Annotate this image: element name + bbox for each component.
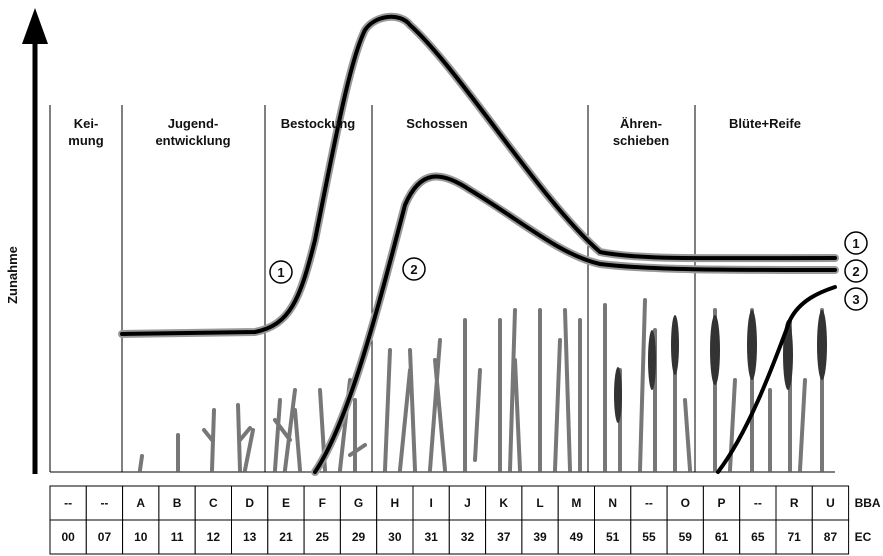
row-label: EC — [855, 530, 872, 544]
table-cell-text: L — [536, 496, 543, 510]
table-cell-text: N — [608, 496, 617, 510]
table-cell-text: 29 — [352, 530, 366, 544]
table-cell-text: 59 — [679, 530, 693, 544]
stage-label: Blüte+Reife — [729, 116, 801, 131]
diagram: Zunahme Kei-mung Jugend-entwicklung Bestoc… — [0, 0, 883, 556]
curve-marker: 2 — [410, 262, 417, 277]
table-cell-text: 00 — [61, 530, 75, 544]
table-cell-text: U — [826, 496, 835, 510]
table-cell-text: -- — [64, 496, 72, 510]
table-cell-text: 65 — [751, 530, 765, 544]
table-cell-text: 51 — [606, 530, 620, 544]
table-cell-text: 07 — [98, 530, 112, 544]
table-cell-text: B — [173, 496, 182, 510]
row-label: BBA — [855, 496, 881, 510]
y-axis-label: Zunahme — [5, 246, 20, 304]
table-cell-text: O — [681, 496, 690, 510]
table-cell-text: P — [718, 496, 726, 510]
table-cell-text: J — [464, 496, 471, 510]
table-cell-text: 39 — [533, 530, 547, 544]
table-cell-text: I — [429, 496, 432, 510]
table-cell-text: -- — [645, 496, 653, 510]
stage-label: mung — [68, 133, 103, 148]
table-cell-text: 32 — [461, 530, 475, 544]
curve-marker: 3 — [852, 292, 859, 307]
table-cell-text: G — [354, 496, 363, 510]
table-cell-text: 21 — [279, 530, 293, 544]
table-cell-text: 11 — [171, 530, 184, 544]
table-cell-text: H — [391, 496, 400, 510]
table-cell-text: 37 — [497, 530, 511, 544]
table-cell-text: 25 — [316, 530, 330, 544]
table-cell-text: 31 — [424, 530, 438, 544]
stage-label: Bestockung — [281, 116, 355, 131]
table-cell-text: C — [209, 496, 218, 510]
table-cell-text: 10 — [134, 530, 148, 544]
table-cell-text: 49 — [570, 530, 584, 544]
stage-label: entwicklung — [155, 133, 230, 148]
stage-dividers — [50, 105, 695, 472]
table-cell-text: F — [319, 496, 326, 510]
stage-label: Schossen — [406, 116, 467, 131]
y-axis-arrow — [22, 8, 48, 44]
table-cell-text: 55 — [642, 530, 656, 544]
table-cell-text: 87 — [824, 530, 838, 544]
table-cell-text: R — [790, 496, 799, 510]
stage-label: Jugend- — [168, 116, 219, 131]
table-cell-text: A — [136, 496, 145, 510]
stage-label: schieben — [613, 133, 669, 148]
table-cell-text: M — [571, 496, 581, 510]
table-cell-text: 12 — [207, 530, 221, 544]
table-cell-text: 13 — [243, 530, 257, 544]
table-cell-text: 61 — [715, 530, 729, 544]
table-cell-text: -- — [100, 496, 108, 510]
stage-label: Ähren- — [620, 116, 662, 131]
table-cell-text: D — [245, 496, 254, 510]
plant-illustrations — [140, 300, 822, 470]
table-cell-text: 30 — [388, 530, 402, 544]
table-cell-text: E — [282, 496, 290, 510]
stage-label: Kei- — [74, 116, 99, 131]
curve-marker: 1 — [277, 265, 284, 280]
table-cell-text: 71 — [787, 530, 801, 544]
table-cell-text: -- — [754, 496, 762, 510]
curve-marker: 2 — [852, 264, 859, 279]
curve-marker: 1 — [852, 236, 859, 251]
table-cell-text: K — [499, 496, 508, 510]
